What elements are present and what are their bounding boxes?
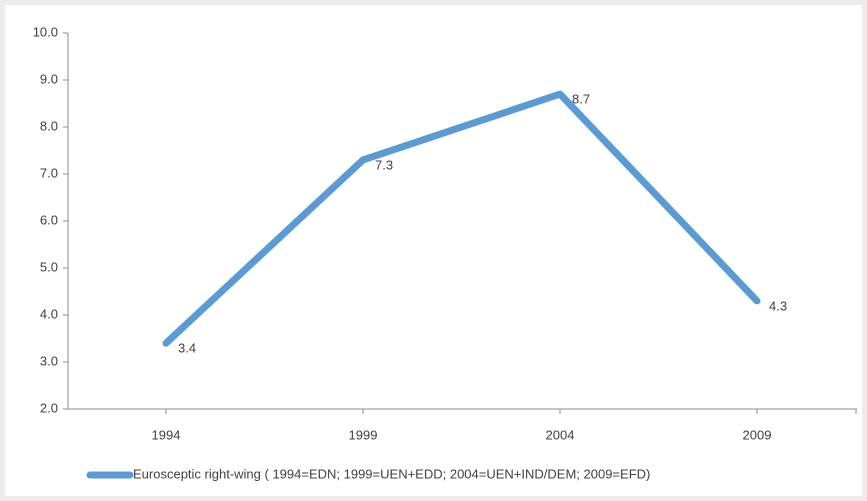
- y-tick-label: 7.0: [40, 165, 58, 180]
- data-label: 3.4: [178, 341, 196, 356]
- y-tick-label: 4.0: [40, 306, 58, 321]
- data-label: 8.7: [572, 92, 590, 107]
- y-tick-label: 6.0: [40, 212, 58, 227]
- y-tick-label: 5.0: [40, 259, 58, 274]
- data-label: 7.3: [375, 157, 393, 172]
- series-line: [162, 90, 761, 347]
- x-tick-label: 2009: [743, 427, 772, 442]
- y-tick-label: 2.0: [40, 400, 58, 415]
- data-label: 4.3: [769, 298, 787, 313]
- legend-label: Eurosceptic right-wing ( 1994=EDN; 1999=…: [133, 466, 650, 481]
- y-tick-label: 10.0: [33, 24, 58, 39]
- x-tick-label: 1994: [152, 427, 181, 442]
- chart-area: [5, 5, 862, 496]
- y-tick-label: 9.0: [40, 71, 58, 86]
- y-tick-label: 3.0: [40, 353, 58, 368]
- x-tick-label: 2004: [546, 427, 575, 442]
- y-tick-label: 8.0: [40, 118, 58, 133]
- x-tick-label: 1999: [349, 427, 378, 442]
